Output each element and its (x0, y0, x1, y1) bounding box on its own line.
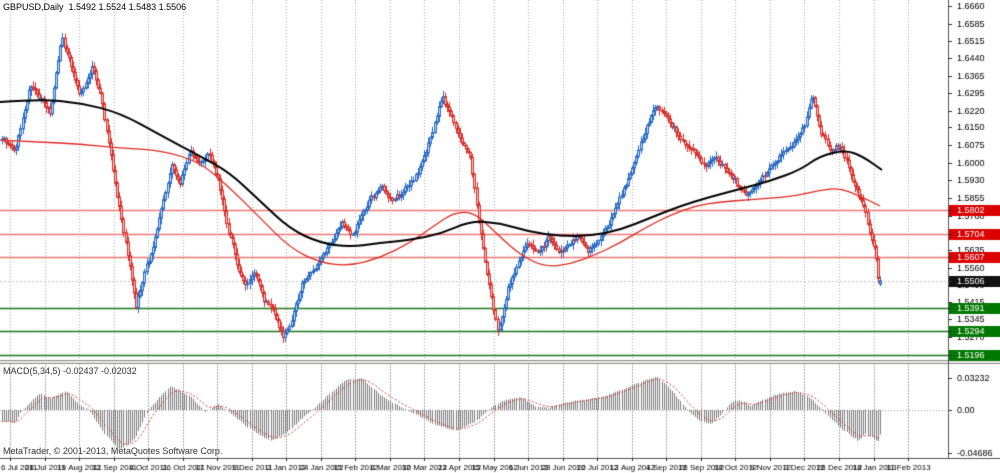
macd-values: -0.02437 -0.02032 (63, 366, 137, 376)
watermark: MetaTrader, © 2001-2013, MetaQuotes Soft… (3, 446, 223, 456)
macd-name: MACD(5,34,5) (3, 366, 61, 376)
chart-title: GBPUSD,Daily 1.5492 1.5524 1.5483 1.5506 (3, 2, 186, 12)
price-axis[interactable] (948, 0, 1000, 458)
time-axis[interactable] (0, 458, 1000, 473)
symbol-period-label: GBPUSD,Daily (3, 2, 64, 12)
ohlc-values: 1.5492 1.5524 1.5483 1.5506 (68, 2, 187, 12)
macd-indicator-label: MACD(5,34,5) -0.02437 -0.02032 (3, 366, 137, 376)
